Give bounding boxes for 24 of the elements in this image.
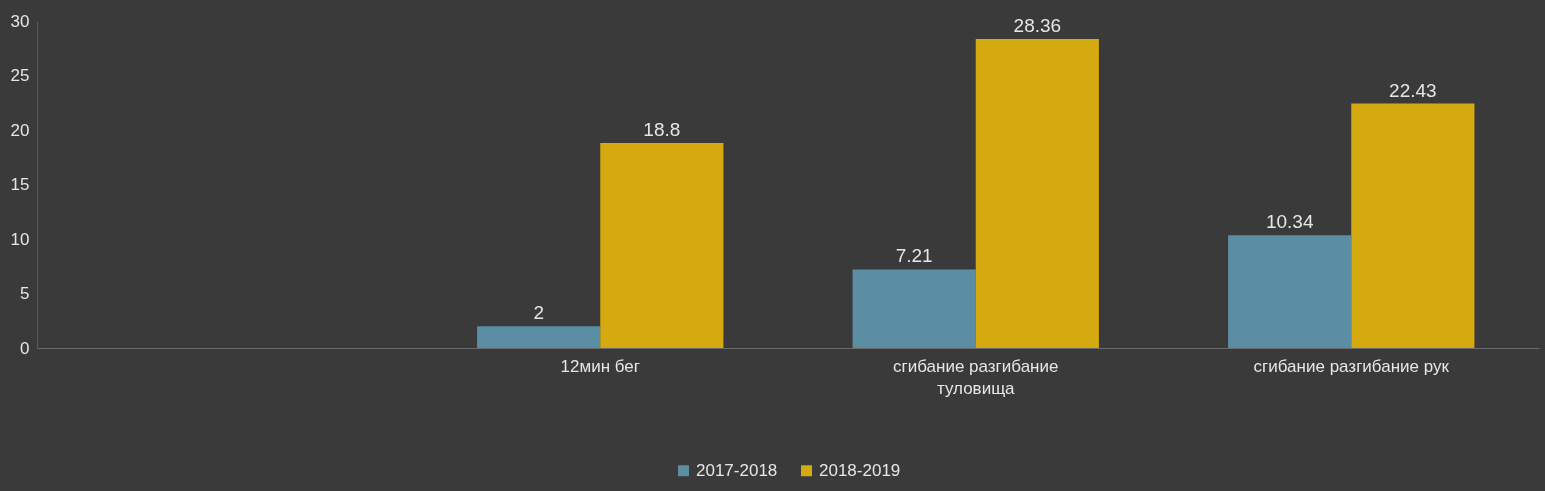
x-tick-label: сгибание разгибание туловища xyxy=(893,356,1059,398)
y-tick-label: 5 xyxy=(20,284,30,303)
data-label: 7.21 xyxy=(895,245,933,267)
bar xyxy=(477,326,601,348)
data-label: 22.43 xyxy=(1389,79,1437,101)
y-tick-label: 10 xyxy=(10,229,30,249)
y-tick-label: 30 xyxy=(10,11,30,31)
y-tick-label: 0 xyxy=(20,338,30,358)
y-tick-label: 15 xyxy=(10,175,30,194)
bar xyxy=(600,143,724,348)
bar xyxy=(1228,235,1352,348)
y-tick-label: 25 xyxy=(10,66,30,85)
bar xyxy=(975,38,1099,348)
data-label: 28.36 xyxy=(1013,14,1062,36)
legend-label: 2017-2018 xyxy=(696,460,778,480)
y-tick-label: 20 xyxy=(10,120,30,140)
bar xyxy=(1351,103,1475,348)
x-tick-label: 12мин бег xyxy=(560,356,640,376)
data-label: 18.8 xyxy=(643,119,681,141)
data-label: 2 xyxy=(533,302,544,324)
bar xyxy=(852,269,976,348)
data-label: 10.34 xyxy=(1265,211,1314,233)
x-tick-label: сгибание разгибание рук xyxy=(1253,356,1450,376)
legend-label: 2018-2019 xyxy=(819,460,901,480)
